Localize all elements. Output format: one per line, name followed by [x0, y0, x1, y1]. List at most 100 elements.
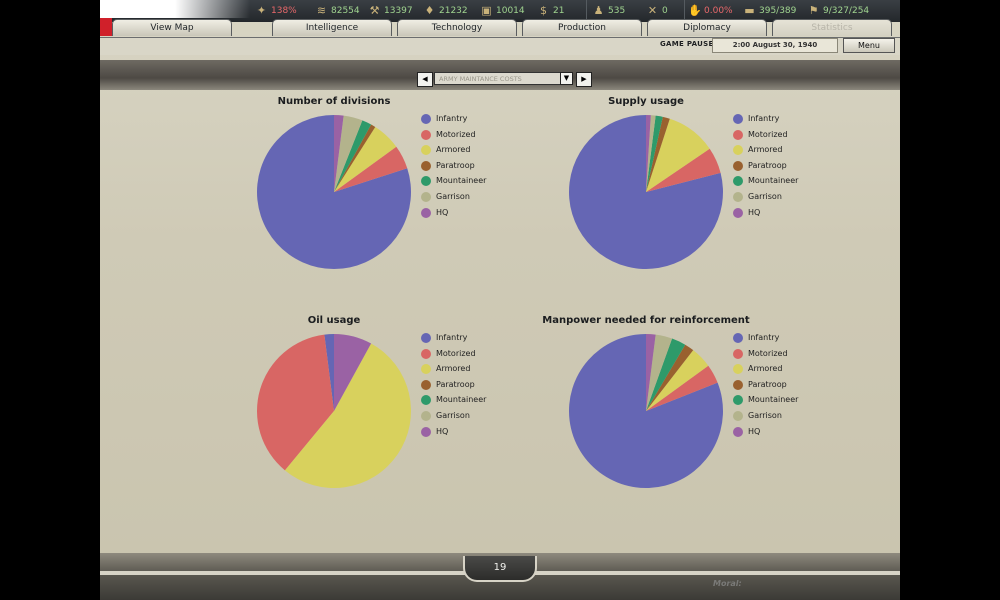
pie-slice-hq — [334, 334, 372, 411]
legend-swatch — [421, 364, 431, 375]
country-flag[interactable] — [100, 0, 250, 36]
supplies-resource[interactable]: ▣ 10014 — [480, 3, 524, 19]
legend-swatch — [421, 395, 431, 406]
legend-swatch — [421, 114, 431, 124]
legend-label: Motorized — [748, 348, 788, 358]
legend-label: HQ — [436, 207, 449, 217]
pie-slice-motorized — [646, 365, 718, 411]
leadership-resource[interactable]: ✦ 138% — [255, 3, 297, 19]
legend-label: Garrison — [748, 192, 782, 201]
pie-slice-garrison — [646, 334, 673, 411]
energy-resource[interactable]: ⚒ 13397 — [368, 3, 413, 19]
pie-slice-infantry — [324, 334, 334, 411]
legend-label: Paratroop — [748, 379, 787, 389]
legend-swatch — [733, 333, 743, 343]
pie-slice-mountaineer — [334, 120, 372, 192]
energy-icon: ⚒ — [369, 4, 380, 17]
dissent-icon: ✋ — [688, 4, 702, 17]
legend-swatch — [733, 379, 743, 390]
transport-resource[interactable]: ✕ 0 — [646, 3, 668, 19]
transport-icon: ✕ — [647, 4, 658, 17]
tab-statistics[interactable]: Statistics — [772, 19, 892, 36]
legend-label: Armored — [748, 145, 783, 155]
legend-label: Infantry — [748, 333, 780, 342]
next-stat-button[interactable]: ▶ — [576, 72, 592, 87]
oil-icon: ♦ — [424, 4, 435, 17]
oil-resource[interactable]: ♦ 21232 — [423, 3, 468, 19]
pie-slice-mountaineer — [646, 115, 663, 192]
legend-label: HQ — [748, 207, 761, 217]
legend-label: HQ — [748, 426, 761, 436]
convoy-resource[interactable]: ⚑ 9/327/254 — [807, 3, 870, 19]
legend-label: Armored — [748, 364, 783, 374]
leadership-icon: ✦ — [256, 4, 267, 17]
supplies-icon: ▣ — [481, 4, 492, 17]
pie-chart — [257, 115, 411, 269]
legend-label: Infantry — [748, 114, 780, 123]
legend-swatch — [733, 176, 743, 187]
legend-label: HQ — [436, 426, 449, 436]
metal-icon: ≋ — [316, 4, 327, 17]
game-screen: ✦ 138% ≋ 82554 ⚒ 13397 ♦ 21232 ▣ 10014 $21 ♟ 535 ✕ 0 ✋ 0… — [100, 0, 900, 600]
pie-slice-motorized — [334, 146, 408, 192]
legend-swatch — [733, 348, 743, 359]
dissent-resource[interactable]: ✋ 0.00% — [688, 3, 733, 19]
legend-label: Paratroop — [436, 379, 475, 389]
pie-chart — [569, 115, 723, 269]
legend-label: Garrison — [748, 411, 782, 420]
stat-category-dropdown[interactable]: ARMY MAINTANCE COSTS — [434, 72, 572, 85]
legend-label: Motorized — [748, 129, 788, 139]
legend-label: Motorized — [436, 129, 476, 139]
legend-swatch — [421, 426, 431, 437]
pie-slice-paratroop — [646, 344, 694, 411]
pie-slice-motorized — [257, 334, 334, 471]
chart-title: Oil usage — [307, 315, 361, 326]
legend-label: Infantry — [436, 333, 468, 342]
main-tabs: View Map Intelligence Technology Product… — [100, 18, 900, 38]
resource-value: 395/389 — [759, 6, 797, 16]
legend-swatch — [421, 379, 431, 390]
resource-bar: ✦ 138% ≋ 82554 ⚒ 13397 ♦ 21232 ▣ 10014 $21 ♟ 535 ✕ 0 ✋ 0… — [100, 0, 900, 22]
menu-button[interactable]: Menu — [843, 38, 895, 53]
legend-swatch — [421, 176, 431, 187]
legend-swatch — [421, 333, 431, 343]
pie-slice-motorized — [646, 148, 721, 192]
pie-slice-armored — [646, 118, 710, 192]
pie-slice-hq — [646, 115, 651, 192]
metal-resource[interactable]: ≋ 82554 — [315, 3, 360, 19]
resource-value: 9/327/254 — [823, 6, 870, 16]
tab-technology[interactable]: Technology — [397, 19, 517, 36]
resource-separator — [586, 0, 587, 22]
chevron-down-icon[interactable]: ▼ — [560, 72, 573, 85]
chart-title: Supply usage — [608, 96, 684, 107]
legend-swatch — [733, 411, 743, 421]
tab-diplomacy[interactable]: Diplomacy — [647, 19, 767, 36]
tab-view-map[interactable]: View Map — [112, 19, 232, 36]
tab-intelligence[interactable]: Intelligence — [272, 19, 392, 36]
legend-label: Infantry — [436, 114, 468, 123]
tab-production[interactable]: Production — [522, 19, 642, 36]
ic-resource[interactable]: ▬ 395/389 — [743, 3, 796, 19]
pie-slice-armored — [334, 126, 397, 192]
resource-separator — [684, 0, 685, 22]
legend-swatch — [733, 207, 743, 218]
legend-label: Paratroop — [748, 160, 787, 170]
legend-label: Motorized — [436, 348, 476, 358]
pie-slice-hq — [334, 115, 344, 192]
chart-title: Number of divisions — [277, 96, 391, 107]
manpower-resource[interactable]: ♟ 535 — [592, 3, 626, 19]
resource-value: 0 — [662, 6, 668, 16]
pie-slice-mountaineer — [646, 338, 686, 411]
money-resource[interactable]: $21 — [537, 3, 564, 19]
legend-label: Mountaineer — [748, 395, 799, 405]
pie-slice-armored — [284, 343, 411, 488]
resource-value: 21 — [553, 6, 565, 16]
legend-swatch — [421, 160, 431, 171]
legend-label: Mountaineer — [436, 176, 487, 186]
legend-label: Mountaineer — [748, 176, 799, 186]
prev-stat-button[interactable]: ◀ — [417, 72, 433, 87]
convoy-icon: ⚑ — [808, 4, 819, 17]
pie-slice-armored — [646, 350, 709, 411]
legend-label: Garrison — [436, 411, 470, 420]
legend-label: Mountaineer — [436, 395, 487, 405]
